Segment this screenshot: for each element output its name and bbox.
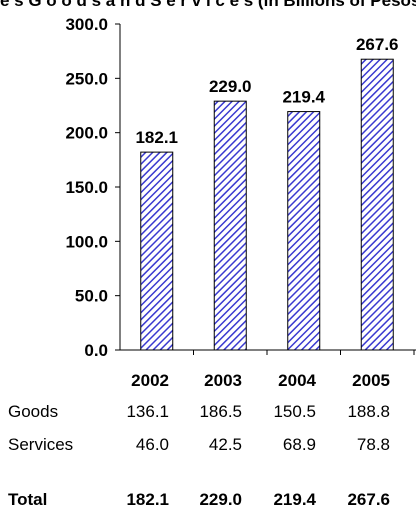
y-tick-label: 100.0 <box>65 232 108 251</box>
total-cell: 267.6 <box>347 490 390 509</box>
bar-value-label: 267.6 <box>356 35 399 54</box>
x-category-label: 2005 <box>352 371 390 390</box>
y-tick-label: 250.0 <box>65 69 108 88</box>
table-cell: 68.9 <box>282 435 316 454</box>
table-cell: 136.1 <box>126 402 169 421</box>
bar-2005 <box>360 58 394 351</box>
total-cell: 219.4 <box>273 490 316 509</box>
table-cell: 46.0 <box>135 435 169 454</box>
bar-2004 <box>287 111 321 351</box>
table-cell: 150.5 <box>273 402 316 421</box>
table-cell: 188.8 <box>347 402 390 421</box>
y-tick-label: 50.0 <box>75 287 108 306</box>
y-tick-label: 150.0 <box>65 178 108 197</box>
x-category-label: 2003 <box>204 371 242 390</box>
y-tick-label: 200.0 <box>65 124 108 143</box>
table-cell: 78.8 <box>356 435 390 454</box>
bar-2002 <box>140 151 174 351</box>
bar-value-label: 229.0 <box>209 77 252 96</box>
chart-caption: e s G o o d s a n d S e r v i c e s (in … <box>0 0 416 10</box>
x-category-label: 2002 <box>131 371 169 390</box>
total-cell: 229.0 <box>199 490 242 509</box>
total-row-label: Total <box>8 490 48 509</box>
bar-chart: 0.0 50.0 100.0 150.0 200.0 250.0 300.0 182.1 229… <box>65 15 416 360</box>
total-cell: 182.1 <box>126 490 169 509</box>
bar-2003 <box>213 100 247 351</box>
table-row-label: Goods <box>8 402 59 421</box>
y-tick-label: 300.0 <box>65 15 108 34</box>
table-row-label: Services <box>8 435 74 454</box>
table-cell: 186.5 <box>199 402 242 421</box>
table-cell: 42.5 <box>208 435 242 454</box>
y-tick-label: 0.0 <box>84 341 108 360</box>
x-category-label: 2004 <box>278 371 316 390</box>
bar-value-label: 182.1 <box>135 128 178 147</box>
bar-value-label: 219.4 <box>282 88 325 107</box>
